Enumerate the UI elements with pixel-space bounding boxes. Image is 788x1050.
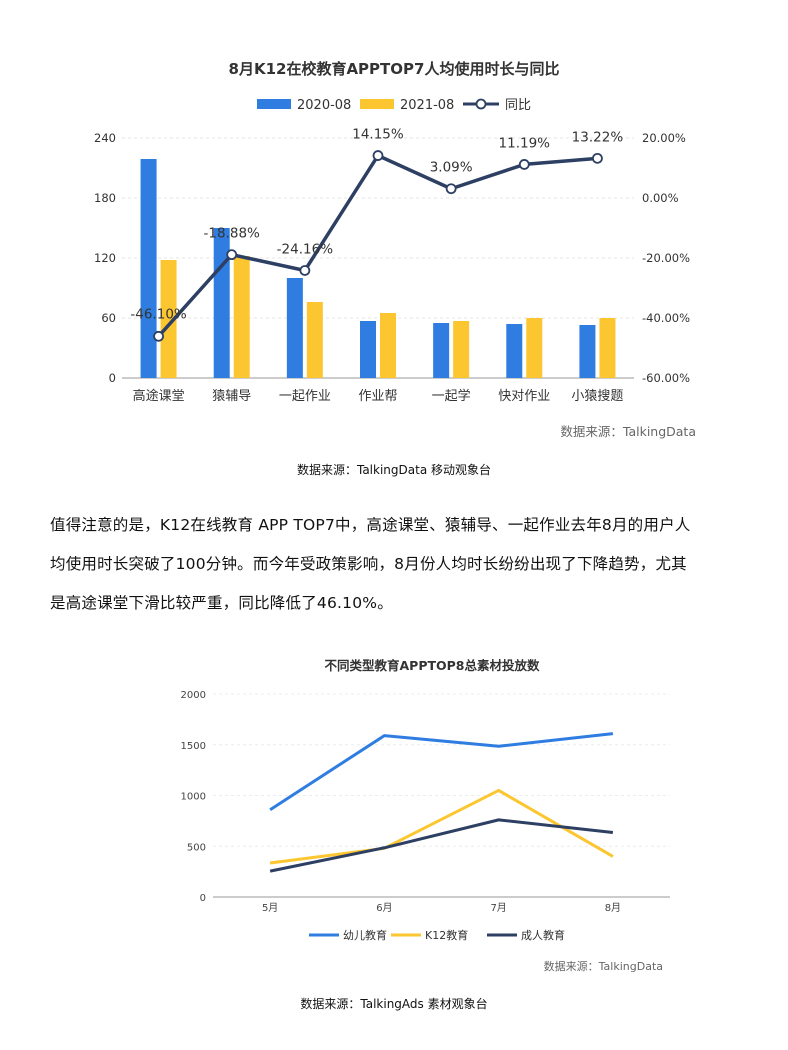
paragraph-line: 均使用时长突破了100分钟。而今年受政策影响，8月份人均时长纷纷出现了下降趋势，… — [50, 555, 687, 573]
legend-label: 2020-08 — [297, 98, 351, 113]
legend-label: 幼儿教育 — [343, 928, 387, 942]
yoy-data-label: -46.10% — [130, 306, 187, 322]
legend-label: 同比 — [505, 98, 531, 113]
y-tick-label: 120 — [94, 251, 116, 265]
chart-usage-duration: 8月K12在校教育APPTOP7人均使用时长与同比 2020-08 2021-08… — [94, 60, 696, 439]
y-tick-label: 0 — [200, 893, 206, 904]
x-tick-label: 小猿搜题 — [571, 389, 623, 404]
y2-tick-label: 20.00% — [642, 131, 686, 145]
legend-swatch-marker — [475, 98, 487, 110]
chart2-source: 数据来源：TalkingData — [544, 959, 663, 973]
x-tick-label: 快对作业 — [498, 389, 550, 404]
bar-2021-08 — [233, 256, 250, 378]
bar-2020-08 — [286, 278, 303, 378]
chart1-line-series: -46.10% -18.88% -24.16% 14.15% 3.09% 11.19% 13… — [130, 127, 624, 342]
bar-2020-08 — [433, 323, 450, 378]
legend-label: 2021-08 — [400, 98, 454, 113]
analysis-paragraph: 值得注意的是，K12在线教育 APP TOP7中，高途课堂、猿辅导、一起作业去年… — [50, 506, 750, 623]
legend-swatch-2021-08 — [360, 99, 394, 109]
bar-2021-08 — [160, 260, 177, 378]
chart1-title: 8月K12在校教育APPTOP7人均使用时长与同比 — [229, 60, 560, 78]
y-tick-label: 1500 — [181, 741, 206, 752]
x-tick-label: 高途课堂 — [133, 388, 185, 404]
bar-2020-08 — [140, 159, 157, 378]
paragraph-line: 值得注意的是，K12在线教育 APP TOP7中，高途课堂、猿辅导、一起作业去年… — [50, 516, 691, 534]
chart2-gridlines — [213, 693, 670, 898]
bar-2021-08 — [599, 318, 616, 378]
yoy-point — [592, 152, 603, 164]
series-line-K12教育 — [269, 788, 614, 865]
chart2-legend: 幼儿教育 K12教育 成人教育 — [309, 928, 565, 942]
chart-ad-materials: 不同类型教育APPTOP8总素材投放数 0 500 1000 1500 2000 5月 6… — [181, 658, 670, 973]
legend-swatch-2020-08 — [257, 99, 291, 109]
chart2-title: 不同类型教育APPTOP8总素材投放数 — [324, 658, 540, 673]
chart2-y-axis: 0 500 1000 1500 2000 — [181, 690, 206, 904]
yoy-point — [299, 265, 311, 276]
x-tick-label: 一起学 — [432, 388, 471, 404]
yoy-point — [226, 249, 238, 261]
legend-label: K12教育 — [425, 928, 468, 942]
bar-2020-08 — [213, 228, 230, 378]
chart2-line-series — [269, 732, 614, 873]
chart1-y-axis: 0 60 120 180 240 — [94, 131, 116, 385]
chart1-x-axis: 高途课堂 猿辅导 一起作业 作业帮 一起学 快对作业 小猿搜题 — [133, 388, 624, 404]
bar-2020-08 — [579, 325, 596, 378]
y-tick-label: 2000 — [181, 690, 206, 701]
yoy-data-label: 14.15% — [352, 127, 404, 143]
yoy-data-label: 13.22% — [572, 129, 624, 145]
yoy-data-label: 11.19% — [499, 135, 551, 151]
chart1-gridlines — [122, 137, 634, 379]
yoy-data-label: -18.88% — [204, 226, 261, 242]
yoy-data-label: -24.16% — [277, 241, 334, 257]
x-tick-label: 8月 — [605, 902, 621, 914]
chart2-caption: 数据来源：TalkingAds 素材观象台 — [300, 997, 488, 1011]
x-tick-label: 一起作业 — [279, 389, 331, 404]
x-tick-label: 7月 — [490, 902, 506, 914]
bar-2021-08 — [526, 318, 543, 378]
series-line-幼儿教育 — [269, 732, 614, 811]
yoy-point — [153, 330, 164, 342]
x-tick-label: 5月 — [262, 902, 278, 914]
y-tick-label: 60 — [101, 311, 116, 325]
chart1-legend: 2020-08 2021-08 同比 — [257, 98, 531, 113]
y-tick-label: 240 — [94, 131, 116, 145]
yoy-data-label: 3.09% — [430, 160, 473, 176]
yoy-point — [445, 183, 457, 195]
y-tick-label: 180 — [94, 191, 116, 205]
x-tick-label: 作业帮 — [358, 389, 397, 404]
chart1-bars — [140, 159, 616, 378]
bar-2021-08 — [306, 302, 323, 378]
bar-2020-08 — [360, 321, 376, 378]
bar-2021-08 — [380, 313, 396, 378]
series-line-成人教育 — [269, 818, 614, 873]
y2-tick-label: -40.00% — [642, 311, 690, 325]
chart2-x-axis: 5月 6月 7月 8月 — [262, 902, 621, 914]
x-tick-label: 6月 — [376, 902, 392, 914]
bar-2020-08 — [506, 324, 523, 378]
chart1-y2-axis: -60.00% -40.00% -20.00% 0.00% 20.00% — [642, 131, 690, 385]
y-tick-label: 0 — [109, 371, 116, 385]
yoy-point — [372, 150, 384, 161]
chart1-caption: 数据来源：TalkingData 移动观象台 — [296, 463, 491, 477]
y2-tick-label: -60.00% — [642, 371, 690, 385]
chart1-source: 数据来源：TalkingData — [560, 424, 696, 439]
paragraph-line: 是高途课堂下滑比较严重，同比降低了46.10%。 — [50, 594, 393, 612]
bar-2021-08 — [453, 321, 470, 378]
y-tick-label: 500 — [187, 842, 206, 853]
y-tick-label: 1000 — [181, 792, 206, 803]
x-tick-label: 猿辅导 — [212, 389, 251, 404]
legend-label: 成人教育 — [521, 928, 565, 942]
y2-tick-label: -20.00% — [642, 251, 690, 265]
yoy-point — [518, 159, 530, 170]
y2-tick-label: 0.00% — [642, 191, 679, 205]
